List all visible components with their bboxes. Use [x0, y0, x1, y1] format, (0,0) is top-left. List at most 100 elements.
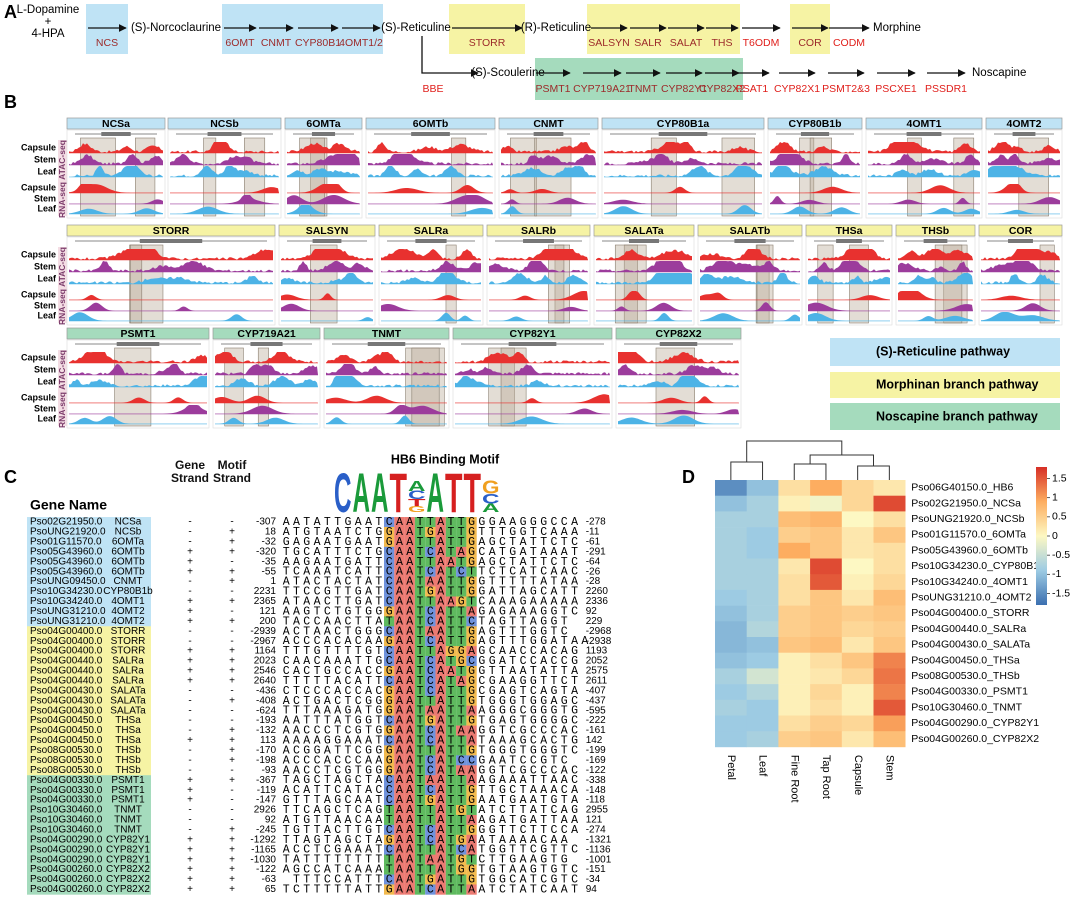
- gene-name: TNMT: [114, 824, 142, 835]
- gene-id: PsoUNG31210.0: [30, 606, 106, 617]
- gene-strand: +: [187, 666, 193, 677]
- signal-track: [618, 352, 739, 363]
- gene-label: CNMT: [533, 118, 564, 130]
- enzyme-label: CYP719A21: [573, 83, 631, 95]
- motif-cell: [425, 874, 436, 885]
- gene-strand: -: [188, 586, 191, 597]
- gene-header: [323, 327, 450, 340]
- motif-cell: [394, 884, 405, 895]
- heatmap-cell: [873, 699, 906, 716]
- motif-cell: [414, 745, 426, 756]
- heatmap-cell: [778, 731, 811, 748]
- motif-strand: +: [229, 755, 235, 766]
- signal-track: [69, 208, 163, 214]
- sequence-flank: ACCCACCCAA: [283, 754, 386, 767]
- signal-track: [69, 416, 207, 424]
- row-background: [27, 745, 151, 756]
- gene-id: Pso05G43960.0: [30, 556, 103, 567]
- motif-cell: [394, 705, 405, 716]
- heatmap-cell: [873, 480, 906, 496]
- enzyme-label: PSCXE1: [875, 83, 917, 95]
- panel-label: A: [4, 2, 17, 22]
- gene-header: [978, 224, 1063, 237]
- signal-track: [281, 273, 373, 284]
- dendrogram: [857, 465, 890, 480]
- sequence-motif: GAATAATTA: [386, 705, 479, 718]
- signal-track: [455, 352, 610, 363]
- motif-cell: [404, 884, 415, 895]
- gene-label: PSMT1: [120, 328, 155, 340]
- heatmap-cell: [841, 684, 874, 701]
- end-position: 2611: [586, 676, 608, 687]
- gene-id: Pso04G00430.0: [30, 695, 103, 706]
- motif-cell: [435, 626, 446, 637]
- motif-cell: [414, 586, 426, 597]
- motif-cell: [394, 656, 405, 667]
- motif-cell: [466, 526, 477, 538]
- motif-cell: [466, 705, 477, 716]
- motif-cell: [425, 715, 436, 726]
- motif-cell: [384, 586, 395, 597]
- motif-cell: [394, 636, 405, 647]
- gene-label: THSa: [836, 225, 863, 237]
- gene-name: THSb: [115, 755, 141, 766]
- signal-track: [69, 184, 163, 193]
- signal-track: [368, 154, 493, 165]
- motif-strand: +: [229, 546, 235, 557]
- gene-header: [284, 117, 363, 130]
- signal-track: [489, 273, 588, 284]
- signal-track: [981, 261, 1060, 272]
- heatmap-cell: [873, 527, 906, 544]
- gene-name: PSMT1: [111, 785, 145, 796]
- signal-track: [69, 154, 163, 165]
- heatmap-cell: [810, 637, 843, 653]
- motif-strand: +: [229, 527, 235, 538]
- row-background: [27, 705, 151, 716]
- tissue-label: Capsule: [21, 289, 56, 299]
- heatmap-cell: [841, 589, 874, 606]
- enzyme-label: COR: [798, 37, 822, 49]
- sequence-flank: CGAAGGTTCT: [478, 675, 581, 688]
- sequence-motif: GAATTATTG: [386, 536, 479, 549]
- heatmap-cell: [746, 637, 779, 653]
- heatmap-cell: [841, 668, 874, 685]
- sequence-flank: ATGTTAACAA: [283, 814, 386, 827]
- motif-cell: [384, 814, 395, 826]
- motif-cell: [435, 646, 446, 657]
- motif-cell: [435, 884, 446, 895]
- motif-cell: [435, 596, 446, 607]
- sequence-flank: TAGTTAGGT: [478, 615, 571, 628]
- gene-id: Pso04G00260.0: [30, 874, 103, 885]
- signal-track: [501, 166, 596, 177]
- heatmap-cell: [841, 527, 874, 544]
- block-frame: [66, 129, 166, 219]
- motif-cell: [466, 675, 477, 687]
- block-frame: [895, 236, 976, 326]
- heatmap-cell: [873, 668, 906, 685]
- motif-cell: [456, 616, 467, 627]
- sequence-flank: GAATCCGTC: [478, 754, 571, 767]
- motif-cell: [445, 646, 457, 657]
- sequence-flank: GGAAGGGCCA: [478, 516, 581, 529]
- enzyme-label: 6OMT: [225, 37, 255, 49]
- motif-cell: [435, 526, 446, 538]
- gene-name: NCSb: [115, 527, 142, 538]
- start-position: -624: [256, 705, 276, 716]
- gene-id: PsoUNG21920.0: [30, 527, 106, 538]
- signal-track: [618, 396, 739, 403]
- signal-track: [808, 261, 890, 272]
- gene-strand: -: [188, 805, 191, 816]
- motif-cell: [435, 656, 446, 667]
- start-position: 1: [270, 576, 276, 587]
- gene-header: [212, 327, 321, 340]
- motif-cell: [435, 546, 446, 558]
- enzyme-label: CYP82X1: [774, 83, 820, 95]
- motif-cell: [404, 715, 415, 726]
- tissue-label: Leaf: [37, 413, 57, 423]
- gene-model: [312, 239, 342, 243]
- motif-cell: [466, 834, 477, 846]
- enzyme-label: NCS: [96, 37, 118, 49]
- gene-name: TNMT: [114, 815, 142, 826]
- assay-label: ATAC-seq: [57, 247, 67, 287]
- sequence-flank: ATCTATCAAT: [478, 883, 581, 896]
